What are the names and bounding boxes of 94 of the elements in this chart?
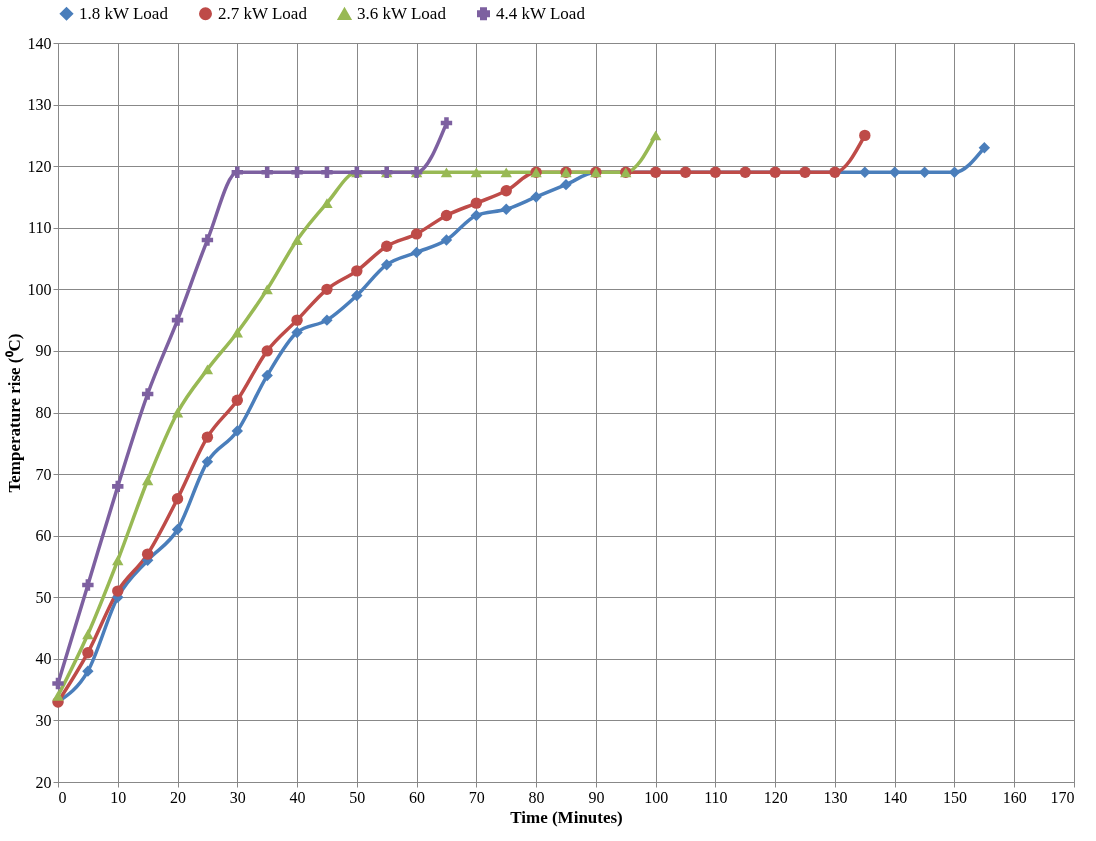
point [231, 394, 243, 406]
point [410, 228, 423, 240]
point [530, 191, 542, 203]
x-tick-label: 150 [942, 788, 967, 806]
point [171, 314, 184, 326]
x-tick-label: 10 [110, 788, 127, 806]
x-tick-label: 30 [229, 788, 246, 806]
y-tick-label: 90 [35, 342, 52, 360]
point [649, 130, 662, 141]
point [351, 289, 363, 302]
point [291, 314, 303, 326]
point [500, 167, 512, 178]
point [261, 345, 273, 357]
legend-label: 3.6 kW Load [357, 4, 447, 24]
point [291, 235, 303, 245]
point [201, 431, 214, 443]
point [52, 677, 64, 690]
x-tick-label: 170 [1050, 788, 1075, 806]
point [171, 407, 184, 418]
point [141, 388, 154, 400]
x-tick-label: 40 [289, 788, 306, 806]
point [470, 209, 483, 222]
point [231, 425, 243, 437]
point [410, 246, 423, 259]
y-axis-title: Temperature rise (⁰C) [4, 333, 24, 493]
x-tick-label: 110 [704, 788, 728, 806]
point [381, 259, 393, 271]
point [171, 493, 184, 505]
point [261, 284, 273, 295]
y-tick-label: 30 [35, 711, 52, 729]
point [261, 166, 273, 179]
y-tick-label: 130 [27, 96, 52, 114]
legend-label: 1.8 kW Load [79, 3, 169, 23]
x-tick-label: 70 [468, 788, 485, 806]
point [112, 585, 124, 597]
y-tick-label: 110 [28, 219, 52, 237]
x-tick-label: 60 [409, 788, 426, 806]
legend-label: 2.7 kW Load [218, 3, 308, 23]
point [261, 369, 273, 382]
point [321, 283, 333, 296]
point [201, 234, 214, 246]
point [82, 665, 94, 677]
x-tick-label: 100 [644, 788, 669, 806]
point [201, 364, 214, 375]
point [171, 523, 184, 536]
y-tick-label: 100 [27, 280, 52, 298]
x-tick-label: 130 [823, 788, 848, 806]
point [440, 117, 453, 129]
point [470, 167, 483, 178]
y-tick-label: 140 [27, 34, 52, 52]
x-tick-label: 80 [528, 788, 545, 806]
x-tick-label: 160 [1002, 788, 1027, 806]
point [500, 203, 512, 215]
legend-label: 4.4 kW Load [496, 3, 586, 23]
point [82, 579, 94, 591]
x-tick-label: 0 [58, 788, 67, 806]
point [231, 327, 243, 338]
point [500, 185, 512, 197]
point [470, 197, 483, 209]
point [978, 141, 991, 154]
y-tick-label: 40 [35, 650, 52, 668]
point [560, 178, 572, 191]
point [231, 166, 243, 179]
point [351, 265, 363, 277]
x-tick-label: 120 [763, 788, 788, 806]
x-tick-label: 140 [883, 788, 908, 806]
point [381, 240, 393, 252]
point [440, 167, 453, 178]
point [82, 629, 94, 640]
y-tick-label: 70 [35, 465, 52, 483]
point [321, 314, 333, 326]
point [440, 209, 453, 222]
point [321, 166, 333, 179]
point [82, 646, 94, 659]
y-tick-label: 20 [35, 773, 52, 791]
y-tick-label: 120 [27, 157, 52, 175]
x-tick-label: 90 [588, 788, 605, 806]
y-tick-label: 50 [35, 588, 52, 606]
y-tick-label: 80 [35, 404, 52, 421]
point [52, 690, 64, 701]
x-tick-label: 50 [349, 788, 366, 806]
point [291, 326, 303, 339]
point [321, 198, 333, 209]
point [112, 555, 124, 566]
point [201, 456, 214, 468]
x-tick-label: 20 [170, 788, 187, 806]
y-tick-label: 60 [35, 527, 52, 545]
point [112, 480, 124, 493]
point [141, 548, 154, 560]
point [859, 129, 871, 142]
point [291, 166, 303, 179]
x-axis-title: Time (Minutes) [510, 807, 623, 827]
point [141, 475, 154, 486]
point [440, 234, 453, 246]
